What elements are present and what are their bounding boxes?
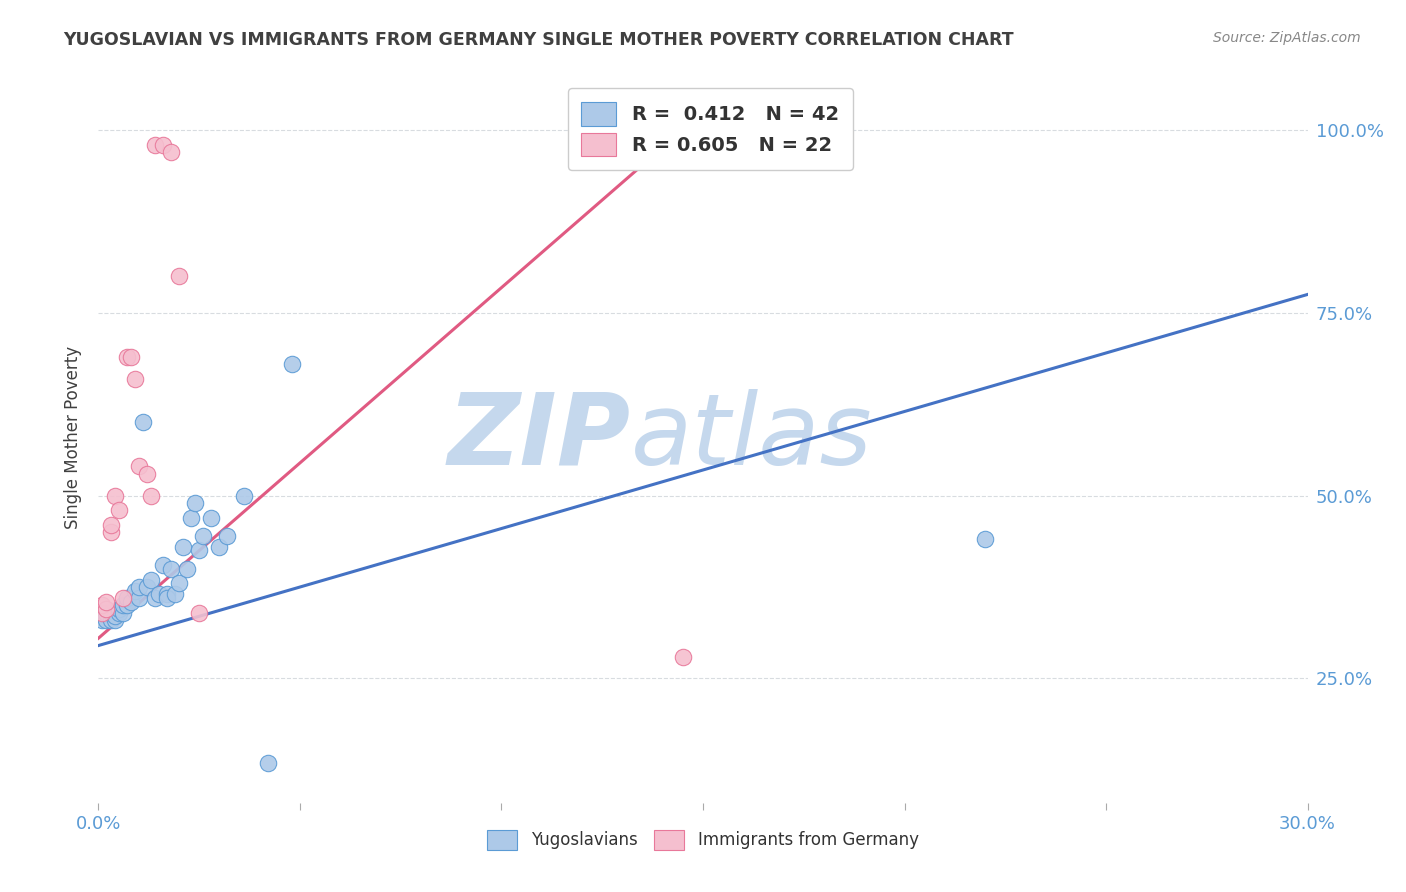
Point — [124, 583, 146, 598]
Point — [111, 606, 134, 620]
Point — [96, 613, 118, 627]
Point — [96, 602, 118, 616]
Text: atlas: atlas — [630, 389, 872, 485]
Point — [91, 606, 114, 620]
Text: YUGOSLAVIAN VS IMMIGRANTS FROM GERMANY SINGLE MOTHER POVERTY CORRELATION CHART: YUGOSLAVIAN VS IMMIGRANTS FROM GERMANY S… — [63, 31, 1014, 49]
Point — [100, 613, 122, 627]
Point — [96, 594, 118, 608]
Point — [107, 503, 129, 517]
Point — [193, 529, 215, 543]
Point — [176, 562, 198, 576]
Point — [143, 137, 166, 152]
Point — [256, 756, 278, 770]
Point — [152, 558, 174, 573]
Point — [167, 576, 190, 591]
Point — [111, 599, 134, 613]
Y-axis label: Single Mother Poverty: Single Mother Poverty — [65, 345, 83, 529]
Point — [103, 609, 125, 624]
Point — [974, 533, 997, 547]
Point — [96, 606, 118, 620]
Point — [232, 489, 254, 503]
Point — [167, 269, 190, 284]
Point — [148, 587, 170, 601]
Text: Source: ZipAtlas.com: Source: ZipAtlas.com — [1213, 31, 1361, 45]
Point — [100, 517, 122, 532]
Point — [160, 562, 183, 576]
Point — [120, 350, 142, 364]
Point — [180, 510, 202, 524]
Point — [111, 591, 134, 605]
Point — [184, 496, 207, 510]
Point — [103, 489, 125, 503]
Point — [135, 467, 157, 481]
Point — [281, 357, 304, 371]
Point — [139, 573, 162, 587]
Point — [208, 540, 231, 554]
Point — [115, 350, 138, 364]
Point — [156, 587, 179, 601]
Point — [188, 543, 211, 558]
Point — [115, 591, 138, 605]
Point — [103, 613, 125, 627]
Point — [152, 137, 174, 152]
Point — [124, 371, 146, 385]
Point — [100, 606, 122, 620]
Point — [200, 510, 222, 524]
Point — [143, 591, 166, 605]
Point — [156, 591, 179, 605]
Point — [128, 580, 150, 594]
Point — [160, 145, 183, 159]
Point — [163, 587, 186, 601]
Point — [128, 591, 150, 605]
Legend: Yugoslavians, Immigrants from Germany: Yugoslavians, Immigrants from Germany — [481, 823, 925, 856]
Point — [91, 599, 114, 613]
Point — [651, 145, 673, 159]
Point — [100, 525, 122, 540]
Point — [135, 580, 157, 594]
Point — [188, 606, 211, 620]
Text: ZIP: ZIP — [447, 389, 630, 485]
Point — [115, 599, 138, 613]
Point — [107, 606, 129, 620]
Point — [107, 602, 129, 616]
Point — [128, 459, 150, 474]
Point — [120, 594, 142, 608]
Point — [91, 606, 114, 620]
Point — [91, 613, 114, 627]
Point — [172, 540, 194, 554]
Point — [672, 649, 695, 664]
Point — [139, 489, 162, 503]
Point — [132, 416, 155, 430]
Point — [217, 529, 239, 543]
